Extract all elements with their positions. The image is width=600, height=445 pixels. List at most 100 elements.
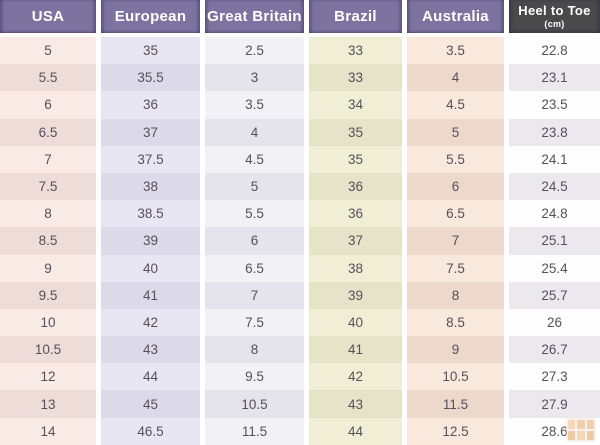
table-cell: 7.5 [205,308,304,337]
table-cell: 9 [407,336,504,364]
column-header-label: Brazil [334,8,377,25]
column-header-label: Heel to Toe [518,3,591,19]
table-body: 5 35 2.5 33 3.5 22.8 5.5 35.5 3 33 4 23.1 6 36 3.5 34 4.… [0,37,600,445]
table-cell: 23.5 [509,91,600,119]
table-cell: 22.8 [509,37,600,65]
table-cell: 43 [101,336,200,364]
table-cell: 7 [0,145,96,173]
table-header-row: USA European Great Britain Brazil Australia H… [0,0,600,33]
table-cell: 9.5 [0,281,96,309]
table-cell: 40 [309,308,402,337]
table-cell: 8 [205,336,304,364]
table-cell: 38 [309,254,402,282]
table-cell: 4.5 [407,91,504,119]
table-cell: 36 [309,172,402,201]
table-cell: 38.5 [101,200,200,228]
table-cell: 24.8 [509,200,600,228]
table-cell: 11.5 [407,390,504,418]
table-cell: 8.5 [0,227,96,255]
table-cell: 25.7 [509,281,600,309]
column-header-european: European [101,0,200,33]
table-cell: 37 [101,118,200,146]
table-cell: 39 [101,227,200,255]
table-cell: 3.5 [205,91,304,119]
table-cell: 5.5 [407,145,504,173]
table-cell: 40 [101,254,200,282]
table-cell: 36 [309,200,402,228]
table-cell: 5 [0,37,96,65]
table-cell: 34 [309,91,402,119]
table-cell: 44 [101,363,200,391]
table-cell: 35.5 [101,64,200,92]
column-header-label: USA [31,8,65,25]
table-cell: 12 [0,363,96,391]
column-header-label: Australia [422,8,489,25]
table-cell: 38 [101,172,200,201]
table-cell: 6 [205,227,304,255]
table-cell: 27.9 [509,390,600,418]
table-cell: 23.8 [509,118,600,146]
column-header-label: European [114,8,187,25]
table-cell: 4 [407,64,504,92]
logo-watermark-block [577,431,585,440]
table-cell: 39 [309,281,402,309]
table-cell: 8.5 [407,308,504,337]
table-cell: 9 [0,254,96,282]
table-cell: 24.5 [509,172,600,201]
table-cell: 3.5 [407,37,504,65]
table-cell: 45 [101,390,200,418]
table-cell: 43 [309,390,402,418]
table-cell: 27.3 [509,363,600,391]
table-cell: 41 [309,336,402,364]
table-cell: 41 [101,281,200,309]
table-cell: 13 [0,390,96,418]
column-header-australia: Australia [407,0,504,33]
table-cell: 5 [407,118,504,146]
table-cell: 42 [309,363,402,391]
table-cell: 7.5 [407,254,504,282]
table-cell: 8 [407,281,504,309]
table-cell: 26.7 [509,336,600,364]
table-cell: 26 [509,308,600,337]
table-cell: 5.5 [205,200,304,228]
column-header-heel-to-toe: Heel to Toe (cm) [509,0,600,33]
table-cell: 12.5 [407,417,504,445]
table-cell: 14 [0,417,96,445]
table-cell: 25.1 [509,227,600,255]
table-cell: 6.5 [205,254,304,282]
table-cell: 9.5 [205,363,304,391]
logo-watermark-block [586,431,594,440]
table-cell: 5 [205,172,304,201]
table-cell: 33 [309,37,402,65]
table-cell: 6.5 [407,200,504,228]
table-cell: 2.5 [205,37,304,65]
logo-watermark [566,418,596,442]
table-cell: 23.1 [509,64,600,92]
table-cell: 11.5 [205,417,304,445]
table-cell: 7.5 [0,172,96,201]
table-cell: 37.5 [101,145,200,173]
table-cell: 7 [407,227,504,255]
table-cell: 44 [309,417,402,445]
table-cell: 46.5 [101,417,200,445]
logo-watermark-block [577,420,585,429]
logo-watermark-block [586,420,594,429]
table-cell: 4.5 [205,145,304,173]
table-cell: 5.5 [0,64,96,92]
logo-watermark-block [568,420,576,429]
table-cell: 35 [309,145,402,173]
table-cell: 42 [101,308,200,337]
table-cell: 10.5 [407,363,504,391]
table-cell: 10 [0,308,96,337]
table-cell: 10.5 [0,336,96,364]
table-cell: 25.4 [509,254,600,282]
table-cell: 10.5 [205,390,304,418]
table-cell: 6 [407,172,504,201]
table-cell: 4 [205,118,304,146]
column-header-usa: USA [0,0,96,33]
table-cell: 6 [0,91,96,119]
column-header-label: Great Britain [207,8,302,25]
table-cell: 3 [205,64,304,92]
table-cell: 35 [309,118,402,146]
column-header-sublabel: (cm) [544,18,565,29]
